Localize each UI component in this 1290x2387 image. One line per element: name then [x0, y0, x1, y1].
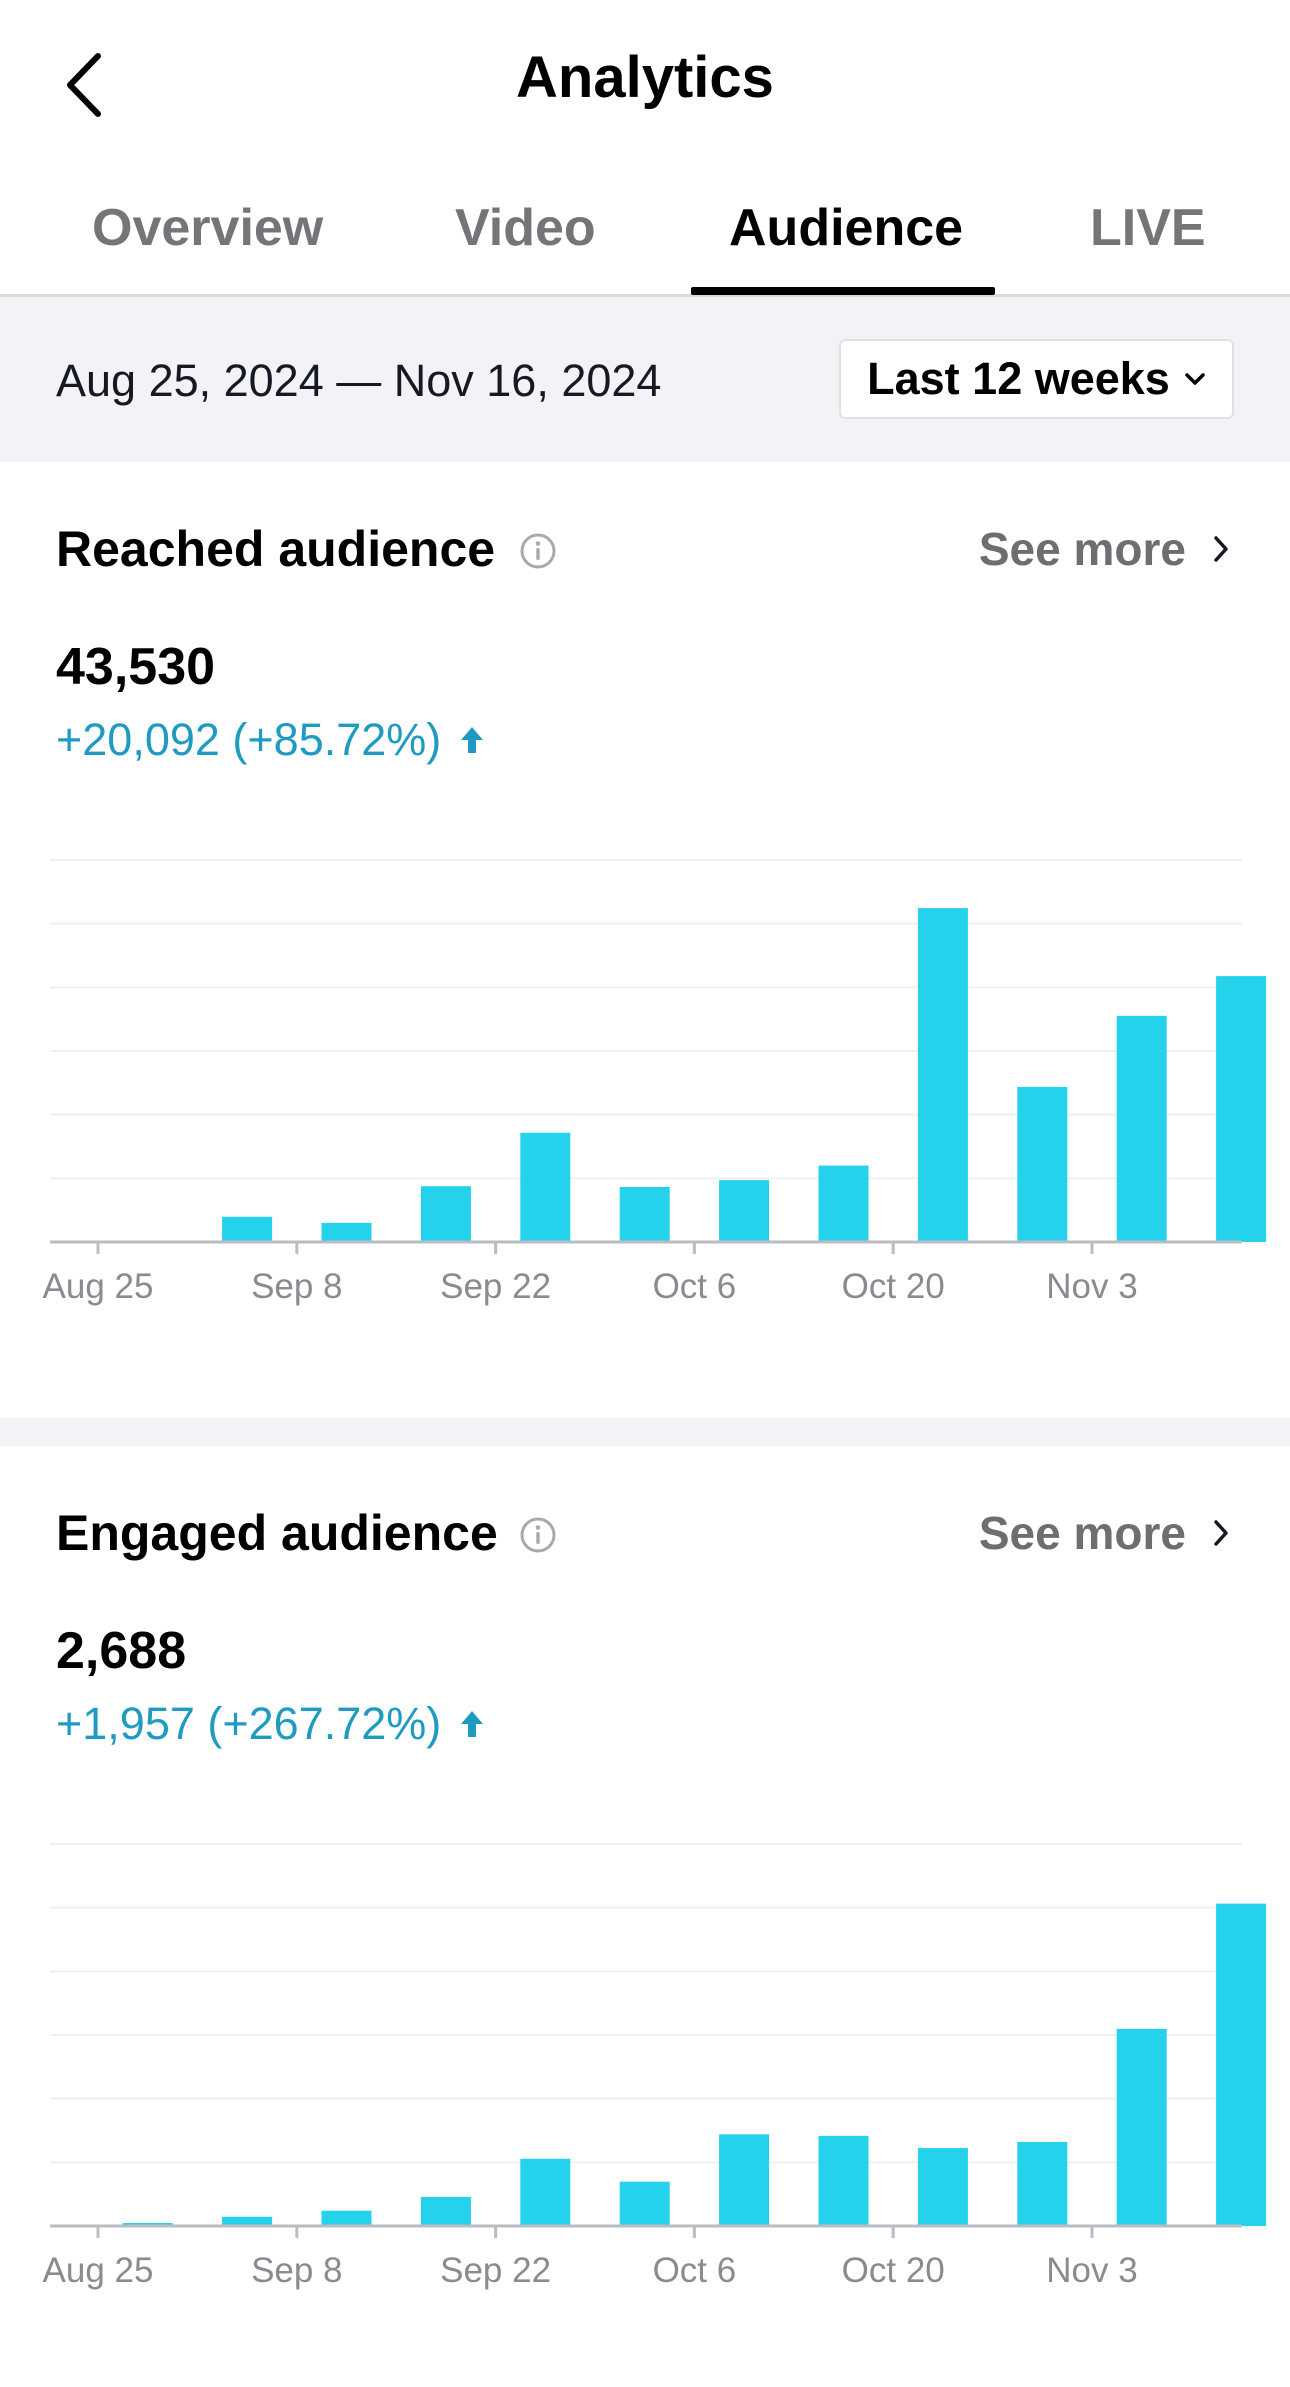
- bar-sep-1[interactable]: [222, 2216, 273, 2226]
- arrow-up-icon: [461, 1711, 484, 1737]
- app-header: Analytics: [0, 0, 1290, 170]
- bar-oct-27[interactable]: [1017, 2141, 1068, 2226]
- bar-oct-6[interactable]: [719, 2134, 770, 2226]
- tab-bar: Overview Video Audience LIVE: [0, 170, 1290, 297]
- see-more-link[interactable]: See more: [979, 1506, 1230, 1560]
- card-title: Engaged audience: [56, 1505, 498, 1561]
- bar-nov-3[interactable]: [1116, 1015, 1167, 1242]
- page-title: Analytics: [516, 45, 774, 110]
- x-tick-label: Sep 8: [251, 1267, 342, 1306]
- bar-sep-1[interactable]: [222, 1216, 273, 1242]
- x-tick-label: Oct 20: [842, 1267, 945, 1306]
- chevron-right-icon: [1214, 1520, 1228, 1546]
- bar-nov-10[interactable]: [1216, 1903, 1267, 2226]
- bar-oct-27[interactable]: [1017, 1086, 1068, 1242]
- x-tick-label: Oct 6: [653, 1267, 737, 1306]
- x-tick-label: Aug 25: [43, 2251, 154, 2290]
- see-more-link[interactable]: See more: [979, 522, 1230, 576]
- x-tick-label: Sep 8: [251, 2251, 342, 2290]
- tab-audience[interactable]: Audience: [729, 199, 964, 257]
- x-tick-label: Sep 22: [440, 2251, 551, 2290]
- x-tick-label: Oct 20: [842, 2251, 945, 2290]
- tab-video[interactable]: Video: [455, 199, 596, 257]
- bar-oct-6[interactable]: [719, 1180, 770, 1242]
- metric-delta-text: +1,957 (+267.72%): [56, 1698, 442, 1749]
- bar-oct-20[interactable]: [917, 2148, 968, 2226]
- bar-sep-15[interactable]: [420, 1186, 471, 1242]
- x-tick-label: Aug 25: [43, 1267, 154, 1306]
- chevron-right-icon: [1214, 536, 1228, 562]
- bar-sep-8[interactable]: [321, 1222, 372, 1242]
- bar-sep-15[interactable]: [420, 2196, 471, 2226]
- metric-value: 2,688: [56, 1622, 187, 1680]
- date-range-label: Aug 25, 2024 — Nov 16, 2024: [56, 355, 662, 406]
- reached-audience-card: Reached audience See more 43,530 +20,092…: [0, 462, 1290, 1418]
- card-title: Reached audience: [56, 521, 496, 577]
- metric-value: 43,530: [56, 638, 216, 696]
- engaged-audience-chart: Aug 25 Sep 8 Sep 22 Oct 6 Oct 20 Nov 3: [43, 1843, 1267, 2290]
- engaged-audience-card: Engaged audience See more 2,688 +1,957 (…: [0, 1446, 1290, 2387]
- reached-audience-chart: Aug 25 Sep 8 Sep 22 Oct 6 Oct 20 Nov 3: [43, 859, 1267, 1306]
- see-more-label: See more: [978, 1507, 1186, 1559]
- see-more-label: See more: [978, 523, 1186, 575]
- section-divider: [0, 1418, 1290, 1446]
- info-icon[interactable]: [519, 1516, 557, 1554]
- bar-sep-29[interactable]: [619, 1186, 670, 1242]
- metric-delta: +20,092 (+85.72%): [56, 714, 485, 766]
- chevron-down-icon: [1185, 373, 1205, 385]
- x-tick-label: Oct 6: [653, 2251, 737, 2290]
- bar-nov-10[interactable]: [1216, 976, 1267, 1242]
- x-tick-label: Nov 3: [1046, 2251, 1137, 2290]
- info-icon[interactable]: [519, 532, 557, 570]
- metric-delta-text: +20,092 (+85.72%): [56, 714, 442, 765]
- bar-oct-13[interactable]: [818, 2135, 869, 2226]
- back-button[interactable]: [48, 40, 118, 130]
- x-tick-label: Sep 22: [440, 1267, 551, 1306]
- period-dropdown-label: Last 12 weeks: [867, 353, 1170, 404]
- bar-sep-8[interactable]: [321, 2210, 372, 2226]
- chevron-left-icon: [67, 53, 101, 117]
- metric-delta: +1,957 (+267.72%): [56, 1698, 485, 1750]
- bar-nov-3[interactable]: [1116, 2028, 1167, 2226]
- tab-overview[interactable]: Overview: [92, 199, 324, 257]
- x-tick-label: Nov 3: [1046, 1267, 1137, 1306]
- bar-sep-22[interactable]: [520, 2158, 571, 2226]
- bar-oct-13[interactable]: [818, 1165, 869, 1242]
- date-filter-bar: Aug 25, 2024 — Nov 16, 2024 Last 12 week…: [0, 297, 1290, 462]
- active-tab-indicator: [691, 287, 995, 295]
- arrow-up-icon: [461, 727, 484, 753]
- bar-oct-20[interactable]: [917, 908, 968, 1242]
- bar-sep-22[interactable]: [520, 1132, 571, 1242]
- tab-live[interactable]: LIVE: [1090, 199, 1206, 257]
- period-dropdown[interactable]: Last 12 weeks: [839, 339, 1234, 419]
- bar-sep-29[interactable]: [619, 2181, 670, 2226]
